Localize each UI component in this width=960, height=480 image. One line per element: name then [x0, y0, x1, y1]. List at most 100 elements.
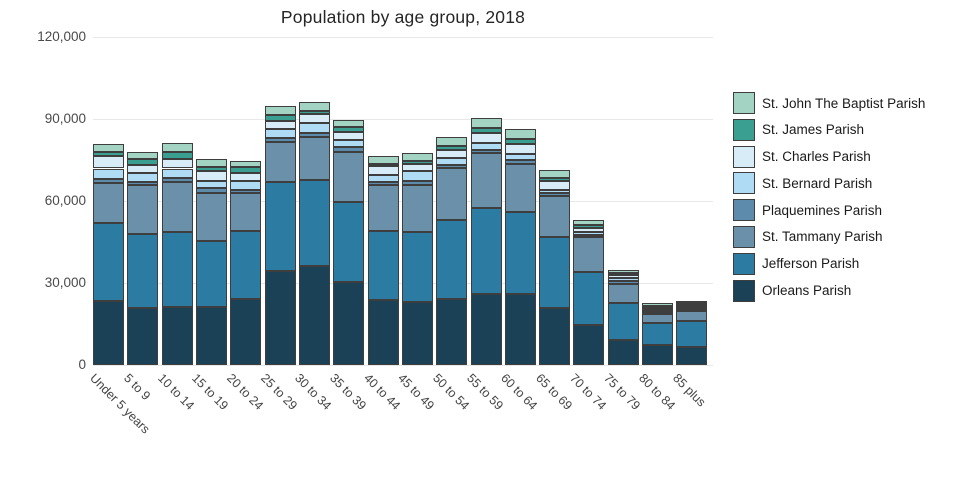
segment-st-bernard-parish[interactable] — [264, 129, 296, 139]
segment-st-charles-parish[interactable] — [264, 120, 296, 130]
segment-orleans-parish[interactable] — [573, 325, 605, 365]
segment-st-john-the-baptist-parish[interactable] — [436, 136, 468, 146]
segment-st-bernard-parish[interactable] — [195, 180, 227, 189]
segment-st-bernard-parish[interactable] — [470, 142, 502, 151]
segment-st-bernard-parish[interactable] — [298, 122, 330, 133]
segment-st-john-the-baptist-parish[interactable] — [401, 152, 433, 161]
segment-plaquemines-parish[interactable] — [539, 192, 571, 196]
segment-jefferson-parish[interactable] — [607, 302, 639, 340]
segment-st-charles-parish[interactable] — [401, 164, 433, 172]
segment-st-john-the-baptist-parish[interactable] — [264, 106, 296, 116]
segment-st-john-the-baptist-parish[interactable] — [333, 119, 365, 128]
segment-st-james-parish[interactable] — [161, 152, 193, 159]
segment-st-charles-parish[interactable] — [93, 156, 124, 169]
segment-st-james-parish[interactable] — [333, 127, 365, 132]
segment-orleans-parish[interactable] — [436, 298, 468, 365]
segment-st-john-the-baptist-parish[interactable] — [470, 117, 502, 128]
segment-st-charles-parish[interactable] — [230, 172, 262, 182]
segment-jefferson-parish[interactable] — [504, 212, 536, 295]
segment-plaquemines-parish[interactable] — [573, 235, 605, 238]
segment-jefferson-parish[interactable] — [676, 321, 708, 347]
legend-item-orleans-parish[interactable]: Orleans Parish — [733, 279, 925, 302]
segment-st-bernard-parish[interactable] — [161, 168, 193, 179]
segment-jefferson-parish[interactable] — [264, 182, 296, 271]
segment-plaquemines-parish[interactable] — [504, 160, 536, 164]
segment-st-bernard-parish[interactable] — [333, 139, 365, 148]
segment-st-tammany-parish[interactable] — [676, 311, 708, 322]
segment-st-charles-parish[interactable] — [504, 143, 536, 154]
segment-st-tammany-parish[interactable] — [195, 192, 227, 241]
segment-orleans-parish[interactable] — [607, 339, 639, 365]
segment-plaquemines-parish[interactable] — [470, 150, 502, 154]
segment-st-bernard-parish[interactable] — [573, 232, 605, 236]
segment-st-bernard-parish[interactable] — [401, 171, 433, 181]
segment-st-james-parish[interactable] — [676, 303, 708, 306]
segment-jefferson-parish[interactable] — [298, 180, 330, 266]
legend-item-st-tammany-parish[interactable]: St. Tammany Parish — [733, 225, 925, 248]
legend-item-plaquemines-parish[interactable]: Plaquemines Parish — [733, 199, 925, 222]
segment-st-tammany-parish[interactable] — [642, 313, 674, 323]
segment-st-bernard-parish[interactable] — [676, 307, 708, 310]
segment-st-john-the-baptist-parish[interactable] — [161, 143, 193, 153]
segment-jefferson-parish[interactable] — [401, 231, 433, 302]
segment-st-james-parish[interactable] — [539, 177, 571, 181]
segment-st-charles-parish[interactable] — [539, 180, 571, 190]
segment-jefferson-parish[interactable] — [333, 202, 365, 283]
segment-orleans-parish[interactable] — [470, 293, 502, 365]
segment-jefferson-parish[interactable] — [539, 236, 571, 308]
segment-plaquemines-parish[interactable] — [298, 132, 330, 137]
segment-st-tammany-parish[interactable] — [93, 182, 124, 223]
legend-item-st-john-the-baptist-parish[interactable]: St. John The Baptist Parish — [733, 92, 925, 114]
legend-item-st-bernard-parish[interactable]: St. Bernard Parish — [733, 172, 925, 195]
segment-st-john-the-baptist-parish[interactable] — [230, 160, 262, 168]
segment-st-bernard-parish[interactable] — [93, 168, 124, 179]
segment-jefferson-parish[interactable] — [470, 207, 502, 294]
segment-st-tammany-parish[interactable] — [298, 136, 330, 181]
segment-orleans-parish[interactable] — [195, 307, 227, 365]
segment-st-charles-parish[interactable] — [161, 158, 193, 169]
legend-item-jefferson-parish[interactable]: Jefferson Parish — [733, 252, 925, 275]
segment-plaquemines-parish[interactable] — [436, 165, 468, 169]
segment-st-john-the-baptist-parish[interactable] — [367, 155, 399, 164]
segment-st-tammany-parish[interactable] — [264, 141, 296, 183]
segment-st-charles-parish[interactable] — [642, 307, 674, 310]
segment-orleans-parish[interactable] — [676, 346, 708, 365]
segment-plaquemines-parish[interactable] — [264, 138, 296, 142]
segment-st-james-parish[interactable] — [504, 139, 536, 144]
segment-plaquemines-parish[interactable] — [127, 181, 159, 186]
segment-st-john-the-baptist-parish[interactable] — [93, 144, 124, 152]
segment-orleans-parish[interactable] — [504, 294, 536, 365]
segment-st-james-parish[interactable] — [401, 160, 433, 165]
segment-jefferson-parish[interactable] — [195, 240, 227, 308]
segment-st-bernard-parish[interactable] — [607, 278, 639, 282]
segment-orleans-parish[interactable] — [127, 307, 159, 365]
segment-st-james-parish[interactable] — [470, 127, 502, 133]
segment-st-james-parish[interactable] — [436, 145, 468, 150]
segment-plaquemines-parish[interactable] — [401, 180, 433, 185]
segment-orleans-parish[interactable] — [642, 344, 674, 365]
segment-st-charles-parish[interactable] — [676, 305, 708, 308]
segment-st-charles-parish[interactable] — [195, 171, 227, 181]
segment-st-james-parish[interactable] — [367, 163, 399, 167]
segment-st-bernard-parish[interactable] — [436, 157, 468, 166]
segment-plaquemines-parish[interactable] — [607, 281, 639, 284]
segment-st-james-parish[interactable] — [642, 305, 674, 308]
segment-st-john-the-baptist-parish[interactable] — [642, 302, 674, 306]
segment-jefferson-parish[interactable] — [367, 230, 399, 300]
segment-plaquemines-parish[interactable] — [676, 309, 708, 312]
segment-jefferson-parish[interactable] — [642, 322, 674, 345]
segment-plaquemines-parish[interactable] — [367, 182, 399, 186]
segment-st-tammany-parish[interactable] — [367, 185, 399, 231]
segment-st-charles-parish[interactable] — [298, 113, 330, 123]
segment-jefferson-parish[interactable] — [161, 231, 193, 308]
segment-jefferson-parish[interactable] — [127, 233, 159, 308]
segment-st-john-the-baptist-parish[interactable] — [539, 170, 571, 178]
segment-plaquemines-parish[interactable] — [195, 188, 227, 193]
segment-st-tammany-parish[interactable] — [539, 195, 571, 237]
segment-st-charles-parish[interactable] — [127, 164, 159, 173]
legend-item-st-charles-parish[interactable]: St. Charles Parish — [733, 145, 925, 168]
segment-st-charles-parish[interactable] — [607, 275, 639, 279]
segment-st-john-the-baptist-parish[interactable] — [298, 101, 330, 111]
segment-plaquemines-parish[interactable] — [161, 178, 193, 183]
segment-st-charles-parish[interactable] — [436, 149, 468, 158]
